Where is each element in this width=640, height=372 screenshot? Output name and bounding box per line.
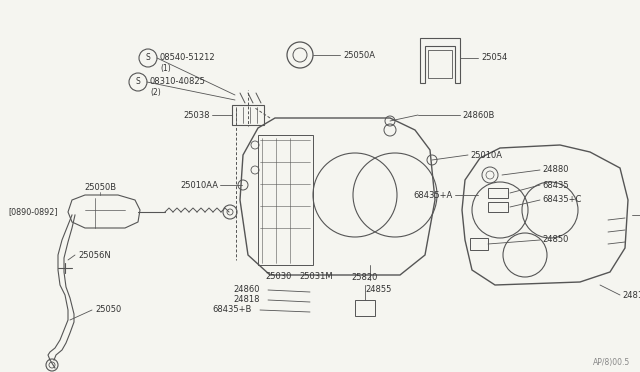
Text: 25038: 25038 xyxy=(184,110,210,119)
Text: 25050A: 25050A xyxy=(343,51,375,60)
Text: 08310-40825: 08310-40825 xyxy=(150,77,206,87)
Text: 25820: 25820 xyxy=(352,273,378,282)
Bar xyxy=(470,238,488,250)
Text: 08540-51212: 08540-51212 xyxy=(160,54,216,62)
Text: 68435+B: 68435+B xyxy=(212,305,252,314)
Text: 24880: 24880 xyxy=(542,166,568,174)
Bar xyxy=(232,105,264,125)
Text: S: S xyxy=(136,77,140,87)
Bar xyxy=(258,135,313,265)
Text: 25010A: 25010A xyxy=(470,151,502,160)
Bar xyxy=(488,188,508,198)
Text: 68435: 68435 xyxy=(542,180,568,189)
Text: 25056N: 25056N xyxy=(78,250,111,260)
Text: (2): (2) xyxy=(150,89,161,97)
Text: 24855: 24855 xyxy=(365,285,392,294)
Bar xyxy=(488,202,508,212)
Text: (1): (1) xyxy=(160,64,171,74)
Text: S: S xyxy=(146,54,150,62)
Text: 25054: 25054 xyxy=(481,54,508,62)
Text: 24860: 24860 xyxy=(234,285,260,295)
Text: 25010AA: 25010AA xyxy=(180,180,218,189)
Text: 24860B: 24860B xyxy=(462,110,494,119)
Text: 24818: 24818 xyxy=(234,295,260,305)
Bar xyxy=(428,50,452,78)
Text: 25050B: 25050B xyxy=(84,183,116,192)
Text: 25050: 25050 xyxy=(95,305,121,314)
Text: AP/8)00.5: AP/8)00.5 xyxy=(593,357,630,366)
Text: 24813+A: 24813+A xyxy=(622,291,640,299)
Text: 68435+A: 68435+A xyxy=(413,190,453,199)
Bar xyxy=(355,300,375,316)
Text: 24850: 24850 xyxy=(542,235,568,244)
Text: [0890-0892]: [0890-0892] xyxy=(8,208,58,217)
Text: 25030: 25030 xyxy=(265,272,291,281)
Text: 25031M: 25031M xyxy=(299,272,333,281)
Text: 68435+C: 68435+C xyxy=(542,196,581,205)
